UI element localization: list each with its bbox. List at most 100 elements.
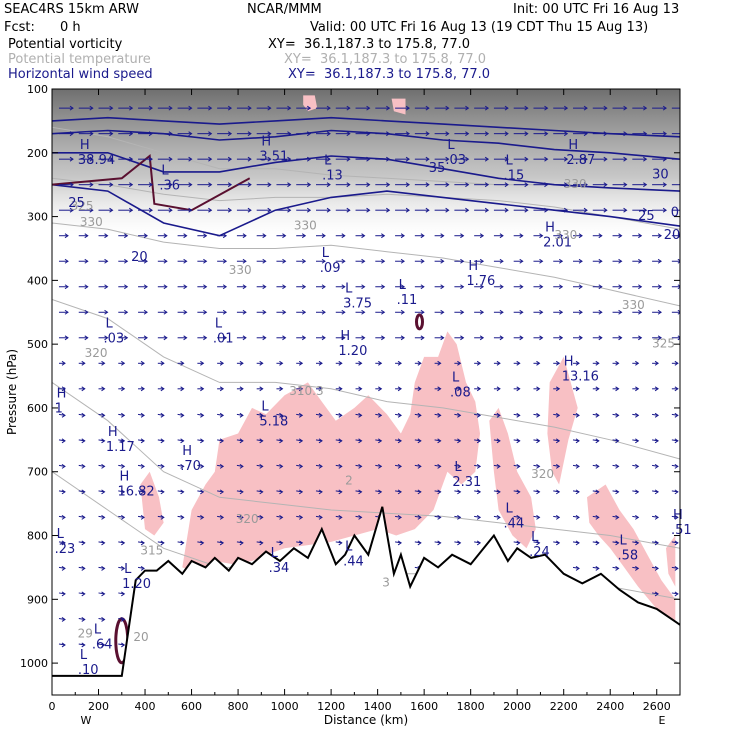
wind-vector-head [326,156,331,162]
wind-vector-head [69,105,74,111]
wind-vector-head [163,309,168,315]
wind-vector-head [425,105,430,111]
wind-vectors [58,105,686,648]
wind-vector-head [346,131,351,137]
wind-vector-head [425,131,430,137]
wind-vector-head [496,463,501,469]
wind-vector-head [386,207,391,213]
pv-extremum-kind: L [94,623,102,638]
wind-vector-head [180,540,185,546]
wind-vector-head [381,233,386,239]
wind-vector-head [654,540,659,546]
y-tick-label: 500 [27,338,48,351]
wind-vector-head [121,412,126,418]
pv-extremum-value: .09 [320,261,341,276]
wind-label: 30 [652,167,669,182]
wind-vector-head [654,514,659,520]
pv-extremum-value: 1.76 [466,274,495,289]
wind-vector-head [282,309,287,315]
wind-vector-head [654,412,659,418]
wind-vector-head [437,412,442,418]
wind-vector-head [301,284,307,290]
wind-vector-head [101,463,106,469]
wind-vector-head [595,566,600,571]
wind-vector-head [109,105,114,111]
wind-vector-head [638,258,643,264]
pv-extremum-kind: L [399,278,407,293]
wind-vector-head [405,131,410,137]
wind-vector-head [575,463,580,469]
wind-vector-head [598,309,603,315]
wind-vector-head [499,335,504,341]
wind-vector-head [121,617,126,622]
wind-vector-head [563,156,569,162]
wind-vector-head [326,182,331,188]
wind-vector-head [578,233,583,239]
wind-vector-head [386,105,391,111]
wind-vector-head [445,105,450,111]
wind-vector-head [346,207,351,213]
wind-vector-head [476,360,482,366]
wind-vector-head [287,105,292,111]
wind-vector-head [358,360,363,366]
wind-vector-head [635,412,640,418]
wind-vector-head [575,386,580,392]
wind-vector-head [479,284,485,290]
wind-vector-head [437,514,442,520]
wind-vector-head [219,438,225,444]
wind-vector-head [460,233,465,239]
pv-extremum-value: 2.31 [452,475,481,490]
pv-extremum-kind: H [261,135,271,150]
wind-vector-head [595,514,600,520]
pv-extremum-value: 16.82 [117,484,154,499]
wind-vector-head [635,514,640,520]
wind-vector-head [657,335,662,341]
wind-vector-head [338,438,343,444]
wind-vector-head [262,258,267,264]
wind-vector-head [683,183,686,187]
wind-vector-head [479,233,485,239]
wind-vector-head [615,514,620,520]
legend-pv-xy: XY= 36.1,187.3 to 175.8, 77.0 [268,37,471,52]
pv-extremum-kind: H [673,508,683,523]
wind-vector-head [104,284,109,290]
wind-vector-head [683,157,686,161]
pv-extremum-value: .15 [504,169,525,184]
wind-vector-head [346,182,351,188]
wind-vector-head [267,182,272,188]
wind-vector-head [358,463,363,469]
wind-vector-head [544,182,549,188]
wind-vector-head [465,182,470,188]
wind-vector-head [476,463,482,469]
wind-vector-head [242,309,247,315]
wind-vector-head [61,463,66,469]
wind-vector-head [262,284,267,290]
wind-vector-head [575,438,580,444]
wind-vector-head [287,131,292,137]
y-tick-label: 400 [27,274,48,287]
wind-label: 25 [638,209,655,224]
wind-vector-head [104,233,109,239]
wind-vector-head [657,309,662,315]
wind-vector-head [81,360,86,366]
wind-vector-head [287,182,292,188]
theta-label: 330 [80,215,103,229]
y-tick-label: 700 [27,466,48,479]
wind-vector-head [101,642,106,648]
wind-vector-head [208,156,213,162]
wind-vector-head [583,207,588,213]
org-label: NCAR/MMM [247,2,322,17]
wind-vector-head [140,438,145,444]
wind-vector-head [89,131,94,137]
wind-vector-head [662,105,667,111]
axes: 0 200 400 600 800 1000 1200 1400 1600 1800 2000 220… [20,83,680,713]
wind-vector-head [578,284,583,290]
pv-extremum-kind: H [568,138,578,153]
wind-vector-head [306,105,312,111]
wind-vector-head [465,207,470,213]
wind-vector-head [361,258,366,264]
fcst-label: Fcst: [4,20,35,35]
wind-vector-head [298,438,304,444]
wind-vector-head [536,360,541,366]
